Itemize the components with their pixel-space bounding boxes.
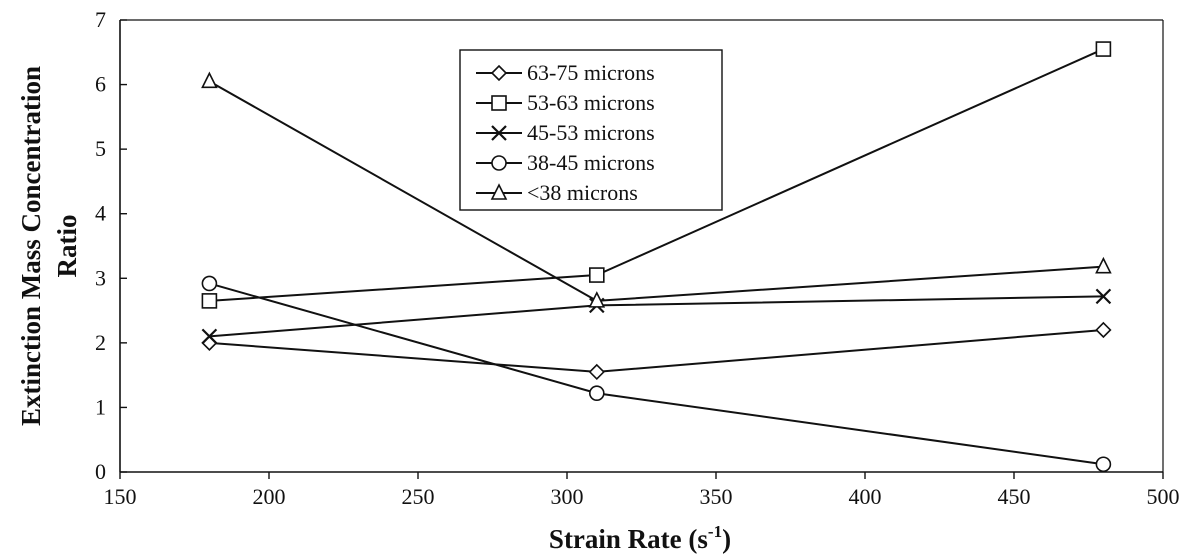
series-2 — [201, 41, 1112, 309]
legend-box — [459, 49, 723, 211]
data-point — [588, 385, 605, 402]
legend: 63-75 microns 53-63 microns 45-53 microns 3… — [459, 49, 723, 211]
legend-marker — [491, 155, 507, 171]
legend-item: 38-45 microns — [476, 150, 655, 175]
x-axis-title: Strain Rate (s-1) — [549, 522, 731, 554]
x-tick-label: 500 — [1147, 484, 1180, 509]
data-point — [201, 275, 218, 292]
y-tick-label: 0 — [95, 459, 106, 484]
legend-marker — [490, 183, 508, 200]
series-5 — [201, 71, 1112, 308]
data-point — [1095, 288, 1112, 305]
series-line — [209, 328, 1104, 373]
y-tick-label: 2 — [95, 330, 106, 355]
data-point — [588, 267, 605, 283]
plot-area — [119, 19, 1164, 473]
x-tick-label: 350 — [700, 484, 733, 509]
y-axis-title-line-1: Extinction Mass Concentration — [16, 66, 46, 426]
legend-marker — [491, 125, 507, 141]
data-point — [588, 363, 605, 381]
data-point — [201, 71, 218, 89]
data-point — [1095, 456, 1112, 473]
x-tick-label: 450 — [998, 484, 1031, 509]
y-axis-title-line-2: Ratio — [52, 215, 82, 278]
legend-item: 63-75 microns — [476, 60, 655, 85]
y-tick-label: 4 — [95, 201, 106, 226]
legend-label: 38-45 microns — [527, 150, 655, 175]
y-ticks: 0 1 2 3 4 5 6 7 — [95, 7, 127, 484]
legend-label: <38 microns — [527, 180, 638, 205]
series-line — [209, 282, 1104, 466]
legend-label: 53-63 microns — [527, 90, 655, 115]
x-ticks: 150 200 250 300 350 400 450 500 — [104, 472, 1180, 509]
y-tick-label: 1 — [95, 394, 106, 419]
series-4 — [201, 275, 1112, 473]
legend-label: 45-53 microns — [527, 120, 655, 145]
legend-marker — [490, 64, 508, 82]
legend-marker — [491, 95, 507, 111]
x-tick-label: 250 — [402, 484, 435, 509]
data-point — [588, 291, 606, 308]
x-tick-label: 400 — [849, 484, 882, 509]
data-point — [1095, 41, 1112, 57]
data-point — [201, 328, 218, 345]
series-line — [209, 295, 1104, 338]
data-point — [201, 293, 218, 309]
y-tick-label: 6 — [95, 72, 106, 97]
y-tick-label: 5 — [95, 136, 106, 161]
x-tick-label: 300 — [551, 484, 584, 509]
data-point — [1095, 321, 1112, 339]
data-point — [1095, 256, 1112, 274]
x-tick-label: 200 — [253, 484, 286, 509]
series-1 — [201, 321, 1112, 381]
legend-item: 53-63 microns — [476, 90, 655, 115]
x-tick-label: 150 — [104, 484, 137, 509]
legend-item: <38 microns — [476, 180, 638, 205]
legend-item: 45-53 microns — [476, 120, 655, 145]
legend-label: 63-75 microns — [527, 60, 655, 85]
series-layer — [201, 41, 1112, 473]
y-tick-label: 7 — [95, 7, 106, 32]
y-tick-label: 3 — [95, 265, 106, 290]
data-point — [201, 334, 218, 351]
